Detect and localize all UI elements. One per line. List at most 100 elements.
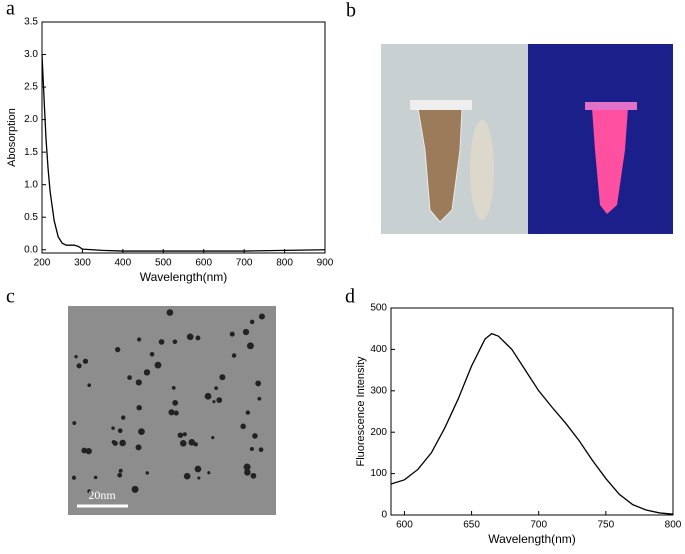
particle (154, 361, 162, 369)
particle (158, 339, 165, 345)
particle (171, 385, 176, 390)
x-tick-label: 300 (74, 258, 91, 269)
y-tick-label: 300 (370, 385, 387, 396)
particle (72, 421, 77, 425)
particle (252, 433, 258, 439)
scale-bar-label: 20nm (88, 488, 116, 502)
x-tick-label: 800 (276, 258, 293, 269)
x-tick-label: 600 (396, 520, 413, 531)
particle (117, 428, 123, 434)
particle (145, 471, 150, 475)
y-axis-label: Abosorption (6, 108, 18, 167)
x-tick-label: 400 (115, 258, 132, 269)
particle (149, 351, 155, 357)
particle (119, 439, 126, 447)
particle (131, 485, 139, 493)
y-tick-label: 1.0 (24, 179, 38, 190)
particle (211, 436, 215, 440)
particle (136, 404, 142, 411)
x-tick-label: 600 (195, 258, 212, 269)
line (390, 332, 674, 515)
particle (183, 472, 191, 480)
y-tick-label: 3.0 (24, 49, 38, 60)
particle (87, 383, 92, 388)
particle (214, 386, 219, 390)
particle (244, 469, 251, 476)
particle (82, 358, 89, 364)
particle (188, 439, 196, 446)
y-tick-label: 2.0 (24, 114, 38, 125)
particle (258, 447, 264, 453)
particle (135, 379, 142, 386)
y-tick-label: 2.5 (24, 82, 38, 93)
particle (255, 380, 262, 387)
particle (71, 475, 77, 480)
panel-label: d (345, 286, 355, 308)
y-tick-label: 0.5 (24, 212, 38, 223)
particle (246, 342, 254, 350)
y-tick-label: 3.5 (24, 17, 38, 28)
x-axis-label: Wavelength(nm) (488, 532, 576, 546)
particle (240, 423, 246, 430)
x-tick-label: 200 (34, 258, 51, 269)
x-tick-label: 650 (463, 520, 480, 531)
x-tick-label: 700 (530, 520, 547, 531)
particle (229, 331, 235, 337)
y-tick-label: 200 (370, 427, 387, 438)
y-tick-label: 400 (370, 344, 387, 355)
x-tick-label: 700 (236, 258, 253, 269)
particle (245, 410, 251, 415)
panel-label: c (6, 286, 15, 308)
particle (195, 335, 201, 341)
particle (118, 468, 123, 473)
y-tick-label: 1.5 (24, 147, 38, 158)
panel-label: b (346, 0, 356, 22)
particle (143, 369, 151, 376)
tem-image: 20nm (68, 306, 276, 515)
particle (135, 444, 142, 451)
particle (250, 472, 257, 479)
y-axis-label: Fluorescence Intensity (355, 356, 367, 467)
particle (204, 392, 212, 400)
particle (85, 447, 92, 455)
particle (74, 355, 78, 359)
particle (186, 333, 194, 341)
particle (207, 471, 211, 475)
panel-label: a (6, 0, 15, 20)
particle (197, 476, 201, 480)
particle (173, 410, 179, 416)
particle (111, 440, 116, 445)
particle (257, 396, 262, 401)
particle (243, 463, 251, 471)
particle (93, 475, 98, 480)
particle (111, 426, 115, 430)
particle (249, 319, 255, 325)
plot-frame (41, 21, 326, 254)
particle (216, 397, 223, 403)
x-tick-label: 500 (155, 258, 172, 269)
x-axis-label: Wavelength(nm) (140, 270, 228, 284)
particle (76, 363, 82, 369)
y-tick-label: 0.0 (24, 244, 38, 255)
particle (87, 489, 92, 494)
particle (182, 432, 187, 437)
particle (212, 400, 216, 404)
particle (115, 346, 121, 353)
particle (231, 353, 237, 358)
particle (172, 339, 178, 345)
particle (81, 447, 88, 454)
line (41, 54, 326, 252)
plot-frame (390, 307, 674, 516)
particle (166, 309, 174, 316)
particle (168, 409, 175, 416)
particle (177, 432, 184, 438)
particle (258, 313, 265, 320)
particle (242, 328, 250, 336)
particle (117, 472, 123, 478)
particle (121, 415, 126, 420)
x-tick-label: 800 (665, 520, 682, 531)
particle (172, 400, 179, 406)
particle (137, 337, 142, 342)
particle (249, 446, 254, 452)
